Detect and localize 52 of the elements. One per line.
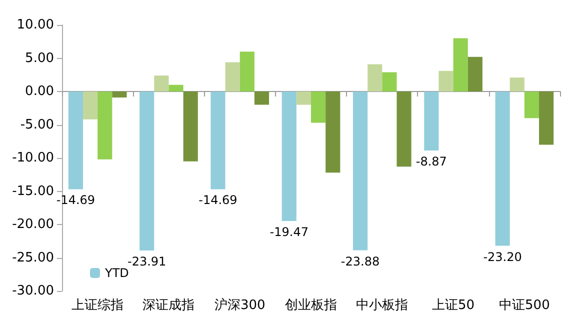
bar: [468, 56, 482, 92]
bar: [82, 92, 98, 120]
y-tick-label: 10.00: [16, 18, 54, 32]
x-tick-label: 上证50: [432, 298, 475, 312]
bar: [368, 64, 382, 92]
bar: [326, 92, 340, 173]
data-label: -14.69: [198, 193, 238, 208]
y-tick-label: -5.00: [20, 117, 54, 132]
bar: [154, 76, 169, 92]
bar: [424, 92, 439, 150]
data-label: -14.69: [56, 193, 96, 208]
y-tick-label: -30.00: [12, 284, 54, 298]
bar: [510, 78, 524, 92]
x-tick-label: 上证综指: [72, 298, 124, 312]
y-tick-label: -10.00: [12, 150, 54, 166]
bar: [539, 92, 554, 145]
bar: [183, 92, 198, 162]
y-tick-label: -15.00: [12, 184, 54, 199]
data-label: -8.87: [416, 154, 447, 168]
y-tick-label: 0.00: [25, 84, 54, 99]
x-tick-label: 中证500: [499, 298, 550, 312]
x-tick-label: 创业板指: [285, 298, 337, 312]
bar: [140, 92, 154, 250]
x-tick-label: 沪深300: [214, 297, 266, 312]
bar: [453, 38, 468, 92]
x-tick-label: 深证成指: [142, 298, 195, 312]
y-tick-label: -25.00: [12, 250, 54, 266]
bar: [240, 52, 254, 92]
bar: [296, 92, 311, 105]
y-tick-label: -20.00: [12, 217, 54, 232]
data-label: -23.20: [483, 250, 522, 264]
bar: [112, 92, 127, 98]
bar: [352, 92, 368, 250]
bar: [68, 92, 83, 190]
bar: [98, 92, 112, 160]
bar: [254, 92, 270, 105]
bar: [382, 72, 397, 92]
y-tick-label: 5.00: [25, 50, 54, 66]
bar: [438, 70, 454, 92]
data-label: -23.91: [127, 254, 166, 268]
x-tick-label: 中小板指: [356, 298, 408, 312]
data-label: -23.88: [340, 254, 380, 268]
bar: [495, 92, 510, 246]
data-label: -19.47: [270, 224, 308, 239]
bar: [168, 84, 184, 92]
bar: [210, 92, 226, 190]
legend-label: YTD: [104, 266, 129, 280]
bar: [396, 92, 412, 167]
bar: [282, 92, 296, 221]
bar: [311, 92, 326, 123]
bar: [225, 62, 240, 92]
bar: [524, 92, 540, 118]
